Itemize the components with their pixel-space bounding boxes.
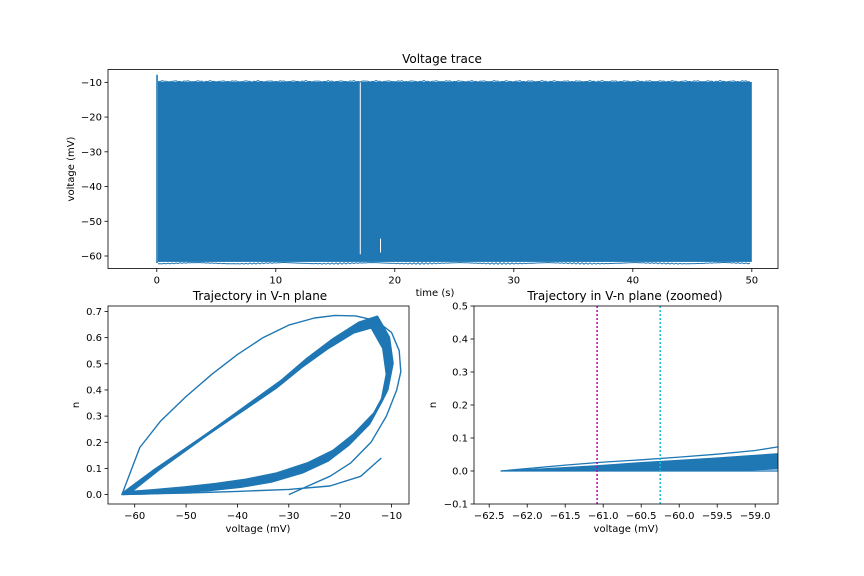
trajectory-line [121, 314, 402, 496]
y-tick-label: 0.6 [86, 333, 102, 344]
x-tick-label: −40 [227, 511, 248, 522]
x-tick-label: −50 [176, 511, 197, 522]
y-tick-label: 0.3 [86, 412, 102, 423]
chart-title: Trajectory in V-n plane [192, 289, 327, 303]
y-axis-ticks: −0.1 0.0 0.1 0.2 0.3 0.4 0.5 [444, 302, 474, 511]
zoomed-plot-clip [500, 306, 778, 504]
limit-cycle-band [125, 319, 392, 495]
y-tick-label: 0.2 [452, 401, 468, 412]
y-axis-label: voltage (mV) [66, 136, 77, 201]
x-axis-label: voltage (mV) [226, 524, 291, 535]
x-tick-label: −59.5 [702, 511, 733, 522]
panel-voltage-trace: Voltage trace 0 10 20 30 40 50 −60 −50 −40 −30 −2… [66, 52, 779, 299]
limit-cycle-band [121, 325, 389, 496]
voltage-trough-edge [157, 261, 751, 265]
limit-cycle-band [123, 322, 391, 495]
panel-trajectory-zoomed: Trajectory in V-n plane (zoomed) −62.5 −6… [428, 289, 779, 535]
y-tick-label: −20 [81, 113, 102, 124]
plot-area-voltage-trace [156, 74, 752, 265]
x-tick-label: −61.5 [550, 511, 581, 522]
y-tick-label: −60 [81, 251, 102, 262]
y-tick-label: 0.4 [452, 335, 468, 346]
y-tick-label: 0.2 [86, 438, 102, 449]
y-axis-label: n [71, 402, 82, 408]
y-tick-label: −30 [81, 147, 102, 158]
y-tick-label: 0.1 [86, 464, 102, 475]
limit-cycle-band [124, 320, 391, 495]
x-tick-label: 10 [269, 276, 282, 287]
y-axis-ticks: 0.0 0.1 0.2 0.3 0.4 0.5 0.6 0.7 [86, 307, 108, 501]
x-tick-label: 0 [154, 276, 160, 287]
y-axis-label: n [428, 402, 439, 408]
limit-cycle-band [126, 317, 393, 495]
chart-title: Trajectory in V-n plane (zoomed) [526, 289, 722, 303]
plot-area-trajectory [121, 314, 402, 496]
axes-frame [473, 305, 779, 505]
x-tick-label: −20 [330, 511, 351, 522]
x-tick-label: −60.0 [664, 511, 695, 522]
y-tick-label: 0.5 [452, 302, 468, 313]
x-tick-label: 40 [626, 276, 639, 287]
x-axis-ticks: −62.5 −62.0 −61.5 −61.0 −60.5 −60.0 −59.5 −59.0 [474, 504, 771, 522]
plot-area-trajectory-zoomed [500, 306, 778, 504]
axes-frame [107, 69, 779, 269]
x-tick-label: −62.0 [512, 511, 543, 522]
x-axis-label: time (s) [416, 288, 455, 299]
x-tick-label: 20 [388, 276, 401, 287]
x-tick-label: 30 [507, 276, 520, 287]
x-axis-ticks: −60 −50 −40 −30 −20 −10 [124, 504, 402, 522]
x-axis-label: voltage (mV) [594, 524, 659, 535]
y-tick-label: 0.3 [452, 368, 468, 379]
x-tick-label: −61.0 [588, 511, 619, 522]
chart-title: Voltage trace [402, 52, 482, 66]
y-tick-label: −10 [81, 78, 102, 89]
x-tick-label: −60.5 [626, 511, 657, 522]
x-tick-label: 50 [745, 276, 758, 287]
y-tick-label: −0.1 [444, 500, 468, 511]
voltage-oscillation-band [157, 82, 752, 262]
y-tick-label: 0.4 [86, 385, 102, 396]
y-tick-label: 0.0 [452, 467, 468, 478]
panel-trajectory: Trajectory in V-n plane −60 −50 −40 −30 −20−… [71, 289, 410, 535]
x-tick-label: −62.5 [474, 511, 505, 522]
y-tick-label: 0.5 [86, 359, 102, 370]
y-tick-label: −40 [81, 182, 102, 193]
zoomed-cycle-band [500, 453, 778, 472]
y-tick-label: 0.1 [452, 434, 468, 445]
x-tick-label: −30 [278, 511, 299, 522]
y-tick-label: 0.7 [86, 307, 102, 318]
y-tick-label: 0.0 [86, 490, 102, 501]
x-tick-label: −10 [381, 511, 402, 522]
voltage-peak-edge [157, 79, 751, 83]
limit-cycle-band [127, 315, 394, 495]
limit-cycle-band [122, 324, 390, 495]
y-axis-ticks: −60 −50 −40 −30 −20 −10 [81, 78, 108, 262]
x-axis-ticks: 0 10 20 30 40 50 [154, 268, 758, 287]
y-tick-label: −50 [81, 217, 102, 228]
axes-frame [107, 305, 410, 505]
x-tick-label: −59.0 [740, 511, 771, 522]
x-tick-label: −60 [124, 511, 145, 522]
